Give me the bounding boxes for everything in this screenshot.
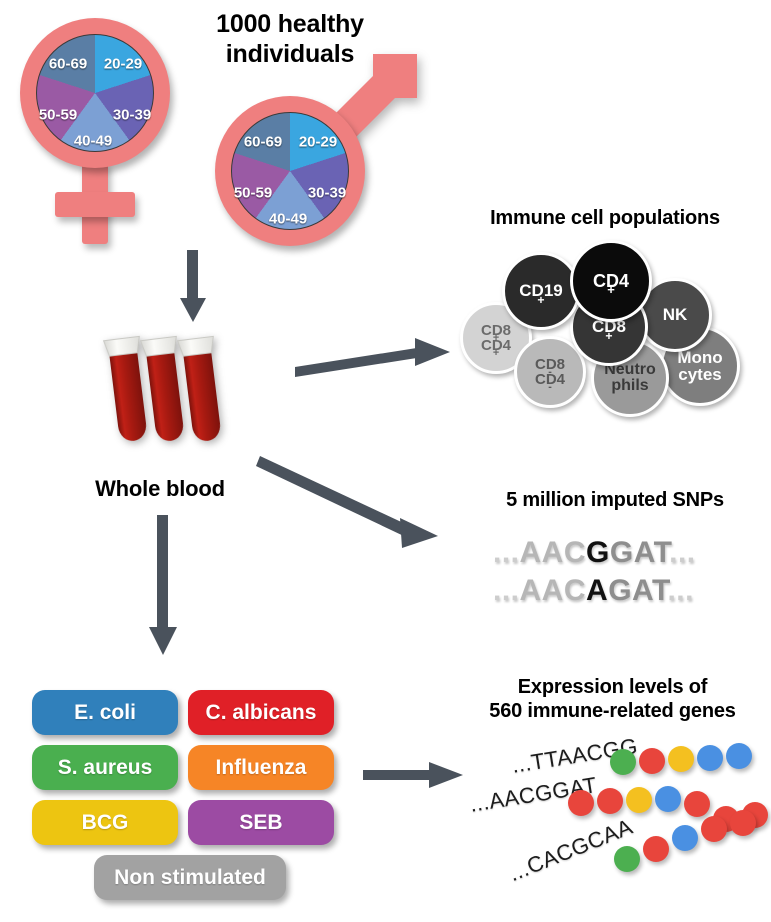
cohort-title-line2: individuals (225, 39, 355, 68)
stimulus-bcg[interactable]: BCG (32, 800, 178, 845)
arrow-blood-to-immune (295, 338, 450, 377)
stimulus-label: C. albicans (205, 700, 317, 724)
cell-label-line2: cytes (678, 365, 722, 384)
stimulus-c-albicans[interactable]: C. albicans (188, 690, 334, 735)
snp-variant: A (586, 574, 609, 607)
snp-prefix: ... (493, 574, 520, 607)
snp-sequence-row: ...AACAGAT... (493, 574, 694, 608)
gene-bead (614, 846, 640, 872)
cell-label-line1: CD19 + (519, 281, 563, 307)
arrow-cohort-to-blood (180, 250, 206, 322)
gene-bead (730, 810, 756, 836)
cell-label-line2: CD4 + (480, 337, 511, 360)
stimulus-influenza[interactable]: Influenza (188, 745, 334, 790)
expression-title-line2: 560 immune-related genes (489, 699, 736, 722)
arrow-stimuli-to-expression (363, 762, 463, 788)
cell-label-line2: CD4- (534, 371, 565, 394)
stimulus-non-stimulated[interactable]: Non stimulated (94, 855, 286, 900)
cell-cd19pos: CD19 + (502, 252, 580, 330)
snp-left: AAC (519, 574, 587, 607)
gene-bead (655, 786, 681, 812)
snp-left: AAC (519, 536, 587, 569)
gene-bead (639, 748, 665, 774)
blood-tubes-group (95, 330, 245, 475)
cohort-title-line1: 1000 healthy (216, 10, 364, 38)
gene-bead (626, 787, 652, 813)
cell-label-line1: CD8 + (591, 317, 626, 343)
expression-strand: ...CACGCAA (505, 810, 770, 886)
blood-tube (176, 335, 221, 441)
gene-bead (568, 790, 594, 816)
blood-tube (102, 335, 147, 441)
gene-bead (684, 791, 710, 817)
immune-cell-cluster: CD8 + CD4 + CD8- CD4- Mono cytes Neutro phils … (460, 240, 760, 417)
stimulus-label: Influenza (215, 755, 307, 779)
cell-cd8neg-cd4neg: CD8- CD4- (514, 336, 586, 408)
female-stem-cross (55, 192, 135, 217)
gene-bead (697, 745, 723, 771)
expression-title: Expression levels of 560 immune-related … (460, 676, 765, 723)
cell-label-line1: CD8- (534, 355, 565, 378)
male-age-pie (231, 112, 349, 230)
gene-bead (701, 816, 727, 842)
cell-label-line1: NK (662, 305, 688, 325)
male-symbol: 20-29 30-39 40-49 50-59 60-69 (205, 50, 420, 260)
snp-suffix: ... (667, 574, 694, 607)
cell-label-line1: CD4 + (592, 270, 629, 298)
snp-suffix: ... (669, 536, 696, 569)
cell-cd8pos: CD8 + (570, 288, 648, 366)
cell-cd4pos: CD4 + (570, 240, 652, 322)
snp-right: GAT (609, 536, 670, 569)
gene-bead (668, 746, 694, 772)
expression-title-line1: Expression levels of (517, 676, 708, 698)
cell-label-line2: phils (611, 377, 649, 394)
snp-right: GAT (608, 574, 668, 607)
snps-title: 5 million imputed SNPs (506, 489, 724, 511)
blood-tube (139, 335, 184, 441)
snp-prefix: ... (493, 536, 520, 569)
immune-title: Immune cell populations (490, 207, 720, 229)
stimulus-s-aureus[interactable]: S. aureus (32, 745, 178, 790)
cohort-title: 1000 healthy individuals (165, 10, 415, 69)
cell-label-line1: Mono (677, 347, 723, 367)
gene-bead (643, 836, 669, 862)
stimulus-label: BCG (81, 810, 129, 834)
cell-label-line1: CD8 + (480, 321, 511, 344)
stimulus-e-coli[interactable]: E. coli (32, 690, 178, 735)
arrow-blood-to-stimuli (149, 515, 177, 655)
gene-bead (610, 749, 636, 775)
gene-bead (672, 825, 698, 851)
snp-sequence-row: ...AACGGAT... (493, 536, 696, 570)
snp-variant: G (586, 536, 610, 569)
stimulus-label: SEB (239, 810, 283, 834)
stimulus-label: Non stimulated (114, 865, 266, 889)
expression-strand: ...TTAACGG (510, 733, 771, 791)
female-age-pie (36, 34, 154, 152)
female-symbol: 20-29 30-39 40-49 50-59 60-69 (10, 12, 195, 252)
gene-bead (726, 743, 752, 769)
stimulus-label: S. aureus (57, 755, 153, 779)
whole-blood-label: Whole blood (95, 476, 225, 501)
stimulus-label: E. coli (74, 700, 136, 724)
arrow-blood-to-snps (256, 456, 438, 548)
gene-bead (597, 788, 623, 814)
stimulus-seb[interactable]: SEB (188, 800, 334, 845)
